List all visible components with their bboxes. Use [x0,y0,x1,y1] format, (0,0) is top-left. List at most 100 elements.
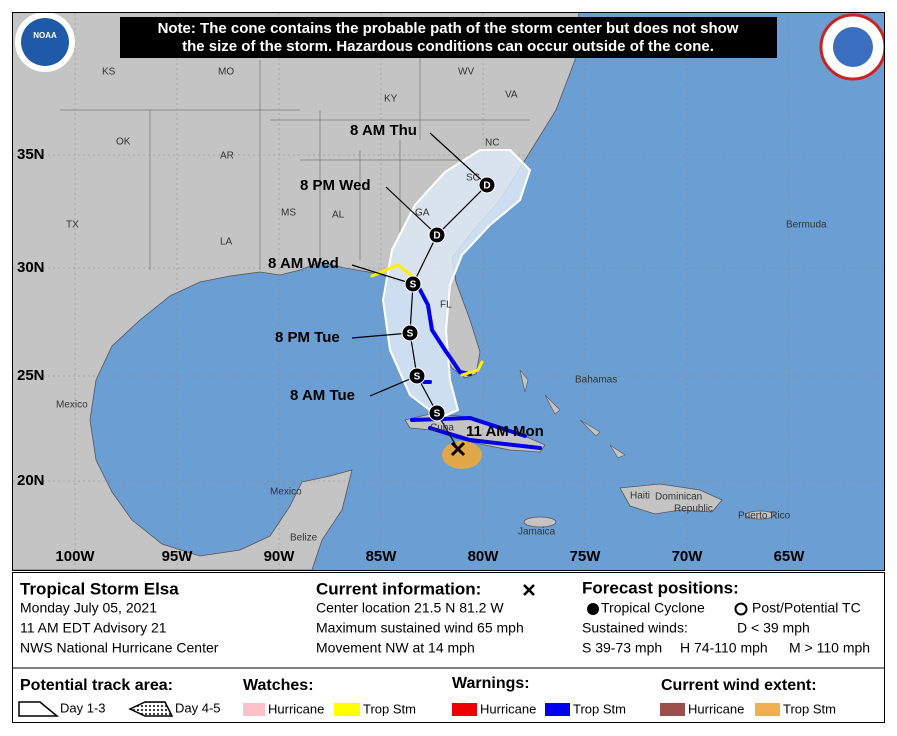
source: NWS National Hurricane Center [20,640,219,656]
warning-trop [416,284,472,376]
noaa-text: NOAA [33,31,57,40]
warning-trop [428,426,542,450]
lat-label: 30N [17,259,45,276]
lon-label: 90W [264,548,296,565]
watch-trop [460,360,484,377]
place-label: WV [458,67,474,78]
info-panel [12,572,885,723]
forecast-marker [428,226,446,244]
advisory: 11 AM EDT Advisory 21 [20,620,167,636]
place-label: VA [505,90,518,101]
forecast-time: 8 AM Tue [290,387,355,404]
wind-s: S 39-73 mph [582,640,662,656]
leader-line [369,375,418,397]
lon-label: 95W [162,548,194,565]
lon-labels: 100W 95W 90W 85W 80W 75W 70W 65W [55,548,805,565]
watch-trop [370,263,414,278]
current-location: Center location 21.5 N 81.2 W [316,600,504,616]
storm-date: Monday July 05, 2021 [20,600,157,616]
nws-logo-inner [833,27,873,67]
forecast-time: 8 AM Wed [268,255,339,272]
warning-trop: Trop Stm [573,701,626,716]
marker-letter: S [410,280,417,291]
leader-line [351,332,411,339]
place-label: SC [466,173,480,184]
noaa-logo-inner [21,18,69,66]
storm-name: Tropical Storm Elsa [20,579,179,598]
place-label: Belize [290,533,318,544]
wind-h: H 74-110 mph [680,640,768,656]
lon-label: 70W [672,548,704,565]
forecast-marker [401,324,419,342]
watch-hurricane-swatch [243,703,265,716]
forecast-points [351,132,488,397]
forecast-time: 8 PM Wed [300,177,371,194]
forecast-labels: 8 AM Thu 8 PM Wed 8 AM Wed 8 PM Tue 8 AM… [268,122,544,457]
marker-letter: D [433,231,440,242]
warning-hurricane-swatch [452,703,477,716]
winds-label: Sustained winds: [582,620,688,636]
tc-icon [587,603,599,615]
place-label: Mexico [270,487,302,498]
marker-letter: D [483,181,490,192]
lon-label: 85W [366,548,398,565]
leader-line [429,132,488,186]
forecast-marker [478,176,496,194]
current-wind: Maximum sustained wind 65 mph [316,620,524,636]
place-label: Mexico [56,400,88,411]
ptc-label: Post/Potential TC [752,600,861,616]
place-label: OK [116,137,131,148]
wind-m: M > 110 mph [789,640,870,656]
day45-label: Day 4-5 [175,700,221,715]
cone [381,149,532,420]
forecast-heading: Forecast positions: [582,578,739,597]
wind-heading: Current wind extent: [661,677,817,694]
lat-label: 35N [17,146,45,163]
bahamas [519,369,626,459]
lon-label: 65W [774,548,806,565]
ptc-icon [734,602,748,616]
place-label: Dominican [655,492,702,503]
current-position [450,441,466,457]
place-label: Republic [674,504,713,515]
current-movement: Movement NW at 14 mph [316,640,475,656]
marker-letter: S [407,329,414,340]
forecast-marker [408,367,426,385]
lon-label: 75W [570,548,602,565]
place-label: Cuba [430,423,454,434]
watches-heading: Watches: [243,677,314,694]
watch-hurricane: Hurricane [268,701,324,716]
tc-label: Tropical Cyclone [601,600,705,616]
warning-trop-swatch [545,703,570,716]
place-label: AL [332,210,345,221]
leader-line [385,186,438,236]
place-label: Bahamas [575,375,617,386]
wind-hurricane: Hurricane [688,701,744,716]
place-label: Bermuda [786,220,827,231]
day13-icon [18,701,60,717]
lat-label: 20N [17,472,45,489]
shape [60,30,530,270]
places: KS MO WV VA KY NC OK AR SC MS AL GA TX L… [56,67,827,544]
state-borders [60,30,530,270]
leader-line [351,264,414,285]
marker-letter: S [414,372,421,383]
place-label: NC [485,138,499,149]
place-label: Jamaica [518,527,556,538]
place-label: LA [220,237,233,248]
track-heading: Potential track area: [20,677,173,694]
lat-label: 25N [17,367,45,384]
warnings-heading: Warnings: [452,675,530,692]
wind-d: D < 39 mph [737,620,810,636]
forecast-marker [428,404,446,422]
wind-hurricane-swatch [660,703,685,716]
wind-trop: Trop Stm [783,701,836,716]
day13-label: Day 1-3 [60,700,106,715]
current-time: 11 AM Mon [466,423,544,440]
place-label: GA [415,208,430,219]
current-heading: Current information: [316,579,481,598]
lon-label: 100W [55,548,95,565]
place-label: MS [281,208,296,219]
